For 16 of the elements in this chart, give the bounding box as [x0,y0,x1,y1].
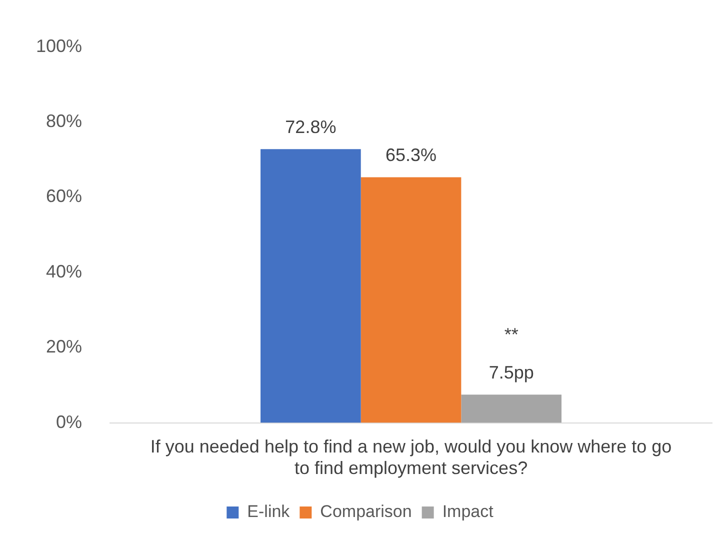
data-label: ** 7.5pp [488,324,534,383]
y-tick-label: 40% [46,261,82,282]
legend-label: E-link [247,502,290,522]
bar [360,177,462,423]
bar [260,149,361,423]
y-tick-label: 80% [46,110,82,131]
legend-label: Comparison [320,502,412,522]
data-label: 72.8% [285,117,336,138]
y-tick-label: 60% [46,186,82,206]
legend-label: Impact [442,502,494,522]
bar [461,394,562,423]
y-tick-label: 100% [36,36,82,56]
y-tick-label: 20% [46,336,82,357]
data-label: 65.3% [385,145,437,166]
x-tick-label: If you needed help to find a new job, would you know where to go to find employment services? [150,436,672,478]
y-tick-label: 0% [56,412,82,432]
